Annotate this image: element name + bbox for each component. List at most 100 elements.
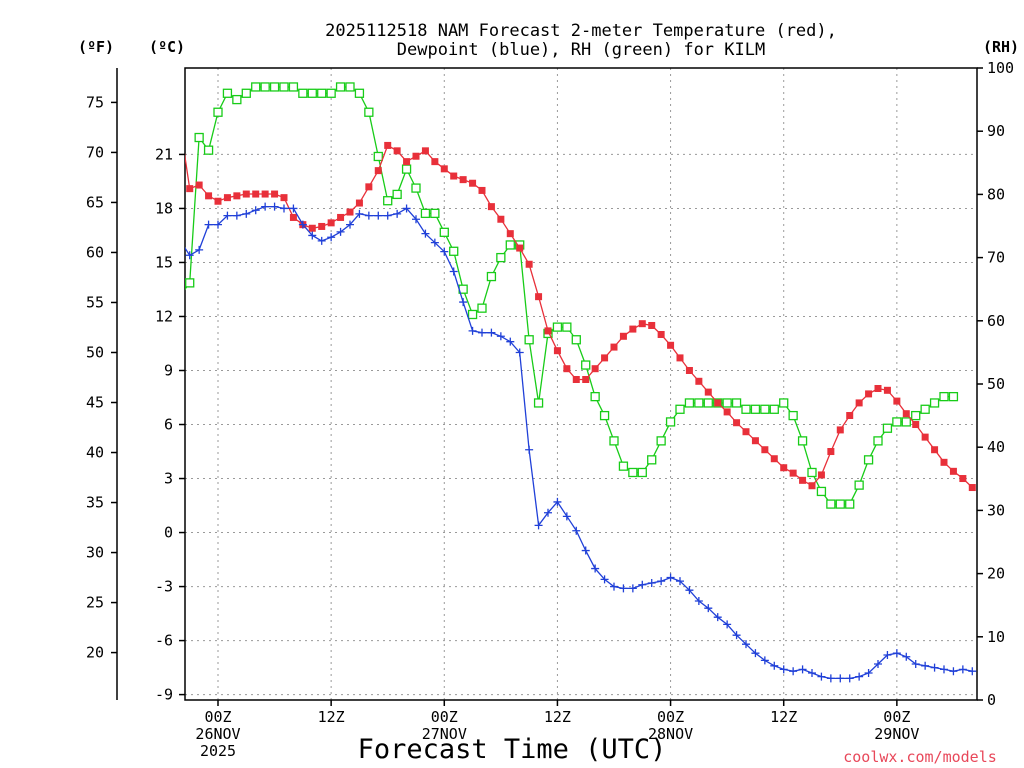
temperature-point (695, 377, 703, 385)
rh-point (845, 499, 855, 509)
rh-point (647, 455, 657, 465)
temperature-point (591, 365, 599, 373)
rh-point (769, 404, 779, 414)
dewpoint-point (157, 190, 165, 198)
dewpoint-point (478, 328, 486, 337)
temperature-point (158, 104, 165, 111)
rh-point (232, 94, 242, 105)
time-tick-label: 26NOV (195, 725, 240, 743)
temperature-point (685, 366, 693, 374)
temperature-point (506, 230, 514, 238)
dewpoint-point (855, 672, 864, 681)
rh-point (703, 398, 713, 408)
fahrenheit-tick-label: 20 (86, 644, 104, 662)
rh-point (911, 410, 921, 421)
temperature-point (770, 455, 778, 463)
temperature-point (487, 203, 495, 211)
temperature-point (968, 484, 976, 492)
dewpoint-point (308, 231, 317, 240)
temperature-line (185, 144, 973, 488)
temperature-point (450, 172, 458, 180)
temperature-point (836, 426, 844, 434)
temperature-point (223, 194, 231, 202)
temperature-point (808, 482, 816, 490)
dewpoint-point (600, 575, 609, 584)
fahrenheit-tick-label: 25 (86, 594, 104, 612)
temperature-point (252, 190, 260, 198)
rh-point (203, 145, 214, 155)
dewpoint-point (676, 577, 684, 586)
rh-point (618, 461, 629, 471)
credit-text: coolwx.com/models (843, 748, 997, 766)
temperature-point (648, 321, 656, 329)
rh-point (505, 240, 515, 250)
x-axis-label: Forecast Time (UTC) (358, 734, 667, 765)
rh-point (354, 88, 365, 98)
temperature-point (469, 179, 477, 187)
rh-point (562, 322, 572, 332)
temperature-point (195, 181, 203, 189)
rh-tick-label: 50 (987, 375, 1005, 393)
celsius-tick-label: 6 (164, 416, 173, 434)
rh-point (533, 398, 544, 408)
dewpoint-point (553, 497, 562, 506)
dewpoint-point (487, 328, 496, 337)
temperature-point (959, 475, 967, 483)
rh-point (496, 252, 506, 263)
rh-point (364, 107, 374, 117)
dewpoint-point (214, 220, 222, 229)
rh-point (807, 467, 817, 478)
dewpoint-point (666, 573, 675, 582)
rh-unit-label: (RH) (983, 38, 1019, 56)
chart-title-line1: 2025112518 NAM Forecast 2-meter Temperat… (325, 21, 837, 41)
dewpoint-point (468, 326, 477, 335)
rh-point (401, 164, 412, 174)
temperature-point (355, 199, 363, 207)
dewpoint-point (883, 650, 892, 659)
dewpoint-point (779, 665, 788, 674)
temperature-point (535, 293, 543, 301)
temperature-point (931, 446, 939, 454)
dewpoint-point (723, 620, 732, 629)
rh-point (599, 410, 610, 421)
dewpoint-point (506, 337, 515, 346)
fahrenheit-ticks: 75 70 65 60 55 50 45 40 35 30 25 20 (86, 93, 117, 662)
rh-point (317, 88, 327, 98)
temperature-point (412, 152, 420, 160)
rh-point (260, 82, 270, 92)
celsius-tick-label: 18 (155, 199, 173, 217)
rh-point (383, 196, 393, 206)
rh-point (411, 183, 421, 193)
temperature-point (619, 332, 627, 340)
celsius-tick-label: -6 (155, 632, 173, 650)
dewpoint-point (958, 665, 967, 674)
dewpoint-point (280, 204, 288, 213)
dewpoint-point (628, 584, 637, 593)
rh-point (694, 398, 704, 408)
dewpoint-point (185, 251, 194, 260)
rh-point (665, 417, 676, 427)
rh-tick-label: 20 (987, 565, 1005, 583)
dewpoint-point (968, 667, 977, 676)
temperature-point (459, 176, 467, 184)
temperature-point (855, 399, 863, 407)
dewpoint-point (732, 631, 741, 640)
rh-point (222, 88, 233, 98)
temperature-point (563, 365, 571, 373)
fahrenheit-tick-label: 40 (86, 444, 104, 462)
dewpoint-point (270, 202, 279, 211)
rh-point (722, 398, 732, 408)
temperature-point (393, 147, 401, 155)
rh-point (788, 410, 798, 421)
dewpoint-point (298, 220, 307, 229)
dewpoint-point (346, 220, 354, 229)
rh-point (741, 404, 751, 414)
dewpoint-point (694, 596, 703, 605)
rh-tick-label: 80 (987, 185, 1005, 203)
temperature-point (780, 464, 788, 472)
rh-point (750, 404, 761, 414)
dewpoint-point (902, 652, 911, 661)
rh-point (590, 391, 600, 402)
dewpoint-point (826, 674, 835, 683)
